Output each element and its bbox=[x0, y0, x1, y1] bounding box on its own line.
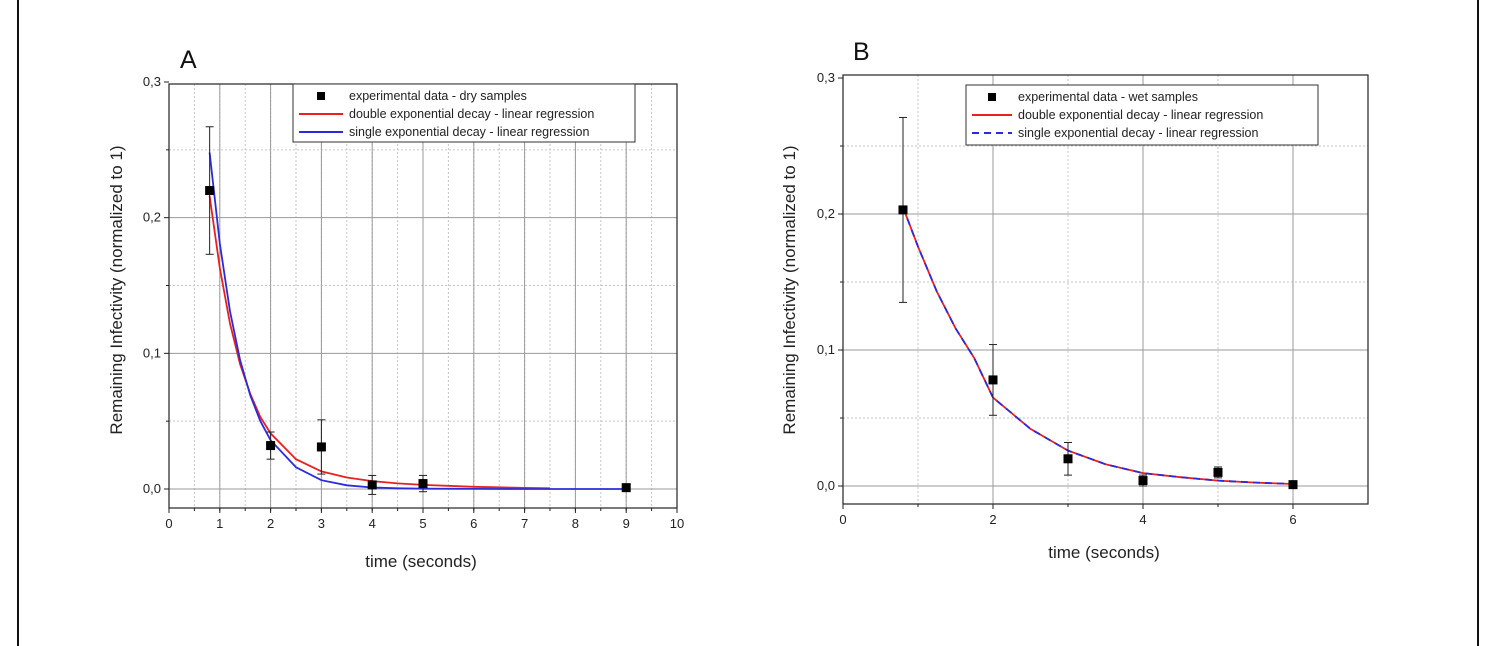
panel-label: A bbox=[180, 46, 197, 74]
data-point bbox=[1288, 480, 1298, 490]
legend: experimental data - wet samples double ex… bbox=[965, 84, 1319, 146]
figure-border-left bbox=[17, 0, 19, 646]
data-point bbox=[988, 375, 998, 385]
x-tick-label: 4 bbox=[1139, 512, 1146, 527]
x-tick-label: 0 bbox=[839, 512, 846, 527]
legend-box bbox=[965, 84, 1319, 146]
data-point bbox=[1138, 476, 1148, 486]
data-point bbox=[1063, 454, 1073, 464]
x-tick-label: 7 bbox=[521, 516, 528, 531]
panel-label: B bbox=[853, 38, 870, 66]
data-point bbox=[898, 205, 908, 215]
y-tick-label: 0,1 bbox=[817, 342, 835, 357]
x-tick-label: 2 bbox=[267, 516, 274, 531]
chart-panel-a: 0 1 2 3 4 5 6 7 8 9 10 0,0 0,1 0,2 0,3 experimental dat… bbox=[107, 46, 684, 571]
legend-label: single exponential decay - linear regres… bbox=[349, 125, 589, 139]
x-axis-title: time (seconds) bbox=[1048, 543, 1159, 562]
y-tick-label: 0,2 bbox=[817, 206, 835, 221]
x-tick-label: 0 bbox=[165, 516, 172, 531]
legend-label: experimental data - wet samples bbox=[1018, 90, 1198, 104]
data-point bbox=[316, 442, 326, 452]
y-tick-label: 0,3 bbox=[817, 70, 835, 85]
series-curve-1 bbox=[902, 206, 1294, 485]
data-point bbox=[266, 441, 276, 451]
legend-label: experimental data - dry samples bbox=[349, 89, 527, 103]
y-tick-label: 0,2 bbox=[143, 210, 161, 225]
x-tick-label: 8 bbox=[572, 516, 579, 531]
y-tick-label: 0,3 bbox=[143, 74, 161, 89]
chart-panel-b: 0 2 4 6 0,0 0,1 0,2 0,3 experimental data - wet … bbox=[780, 38, 1369, 562]
legend-label: single exponential decay - linear regres… bbox=[1018, 126, 1258, 140]
x-tick-label: 9 bbox=[623, 516, 630, 531]
x-tick-label: 2 bbox=[989, 512, 996, 527]
legend-marker bbox=[988, 93, 996, 101]
figure-border-right bbox=[1477, 0, 1479, 646]
data-point bbox=[418, 479, 428, 489]
data-point bbox=[205, 186, 215, 196]
data-point bbox=[621, 483, 631, 493]
series-curve-2 bbox=[208, 152, 627, 490]
y-axis-title: Remaining Infectivity (normalized to 1) bbox=[107, 145, 126, 434]
y-tick-label: 0,1 bbox=[143, 345, 161, 360]
x-tick-label: 1 bbox=[216, 516, 223, 531]
y-tick-label: 0,0 bbox=[143, 481, 161, 496]
legend-box bbox=[292, 83, 636, 143]
data-point bbox=[367, 480, 377, 490]
x-tick-label: 6 bbox=[1289, 512, 1296, 527]
y-axis-title: Remaining Infectivity (normalized to 1) bbox=[780, 145, 799, 434]
x-tick-label: 4 bbox=[369, 516, 376, 531]
x-tick-label: 5 bbox=[419, 516, 426, 531]
data-point bbox=[1213, 467, 1223, 477]
x-tick-label: 3 bbox=[318, 516, 325, 531]
y-tick-label: 0,0 bbox=[817, 478, 835, 493]
x-tick-label: 10 bbox=[670, 516, 684, 531]
series-curve-1 bbox=[208, 195, 551, 490]
series-curve-2 bbox=[902, 206, 1294, 485]
legend-label: double exponential decay - linear regres… bbox=[349, 107, 594, 121]
x-axis-title: time (seconds) bbox=[365, 552, 476, 571]
x-tick-label: 6 bbox=[470, 516, 477, 531]
legend: experimental data - dry samples double ex… bbox=[292, 83, 636, 143]
legend-marker bbox=[317, 92, 325, 100]
plot-frame bbox=[842, 74, 1369, 505]
legend-label: double exponential decay - linear regres… bbox=[1018, 108, 1263, 122]
